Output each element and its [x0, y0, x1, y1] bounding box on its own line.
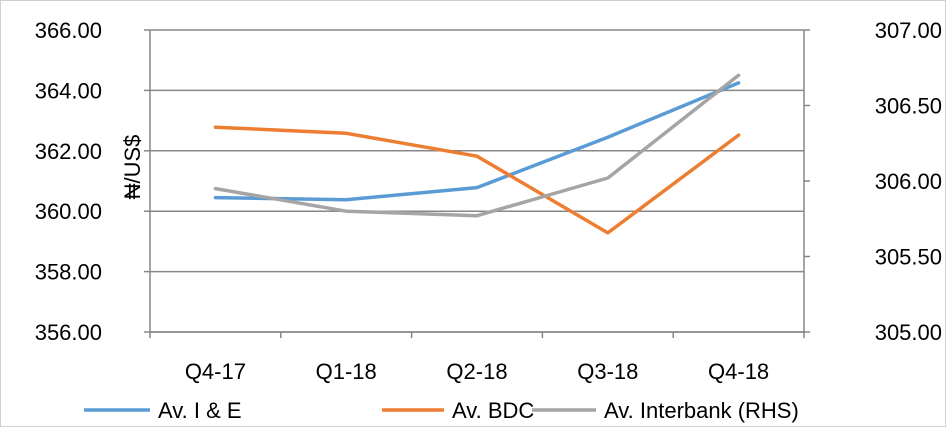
- y-axis-label: ₦/US$: [120, 135, 145, 200]
- series-lines: [213, 73, 741, 235]
- right-tick-label: 306.00: [875, 169, 942, 194]
- legend-label-av-bdc: Av. BDC: [452, 398, 534, 423]
- legend: Av. I & E Av. BDC Av. Interbank (RHS): [84, 398, 799, 423]
- left-tick-label: 358.00: [35, 260, 102, 285]
- right-axis-ticks: 305.00 305.50 306.00 306.50 307.00: [804, 18, 942, 345]
- legend-label-av-interbank-rhs: Av. Interbank (RHS): [604, 398, 799, 423]
- left-axis-ticks: 356.00 358.00 360.00 362.00 364.00 366.00: [35, 18, 150, 345]
- right-tick-label: 306.50: [875, 94, 942, 119]
- legend-label-av-i-e: Av. I & E: [158, 398, 242, 423]
- left-tick-label: 364.00: [35, 78, 102, 103]
- series-line-av-i-e: [213, 81, 741, 202]
- x-tick-label: Q1-18: [316, 359, 377, 384]
- left-tick-label: 362.00: [35, 139, 102, 164]
- x-tick-label: Q4-18: [708, 359, 769, 384]
- right-tick-label: 305.00: [875, 320, 942, 345]
- axes: [149, 30, 805, 333]
- series-line-av-bdc: [213, 125, 741, 235]
- left-tick-label: 366.00: [35, 18, 102, 43]
- x-tick-label: Q4-17: [185, 359, 246, 384]
- x-tick-label: Q2-18: [446, 359, 507, 384]
- left-tick-label: 360.00: [35, 199, 102, 224]
- right-tick-label: 305.50: [875, 245, 942, 270]
- series-line-av-interbank-rhs: [213, 73, 741, 218]
- gridlines: [150, 29, 804, 333]
- x-axis-ticks: Q4-17 Q1-18 Q2-18 Q3-18 Q4-18: [149, 332, 805, 384]
- right-tick-label: 307.00: [875, 18, 942, 43]
- left-tick-label: 356.00: [35, 320, 102, 345]
- x-tick-label: Q3-18: [577, 359, 638, 384]
